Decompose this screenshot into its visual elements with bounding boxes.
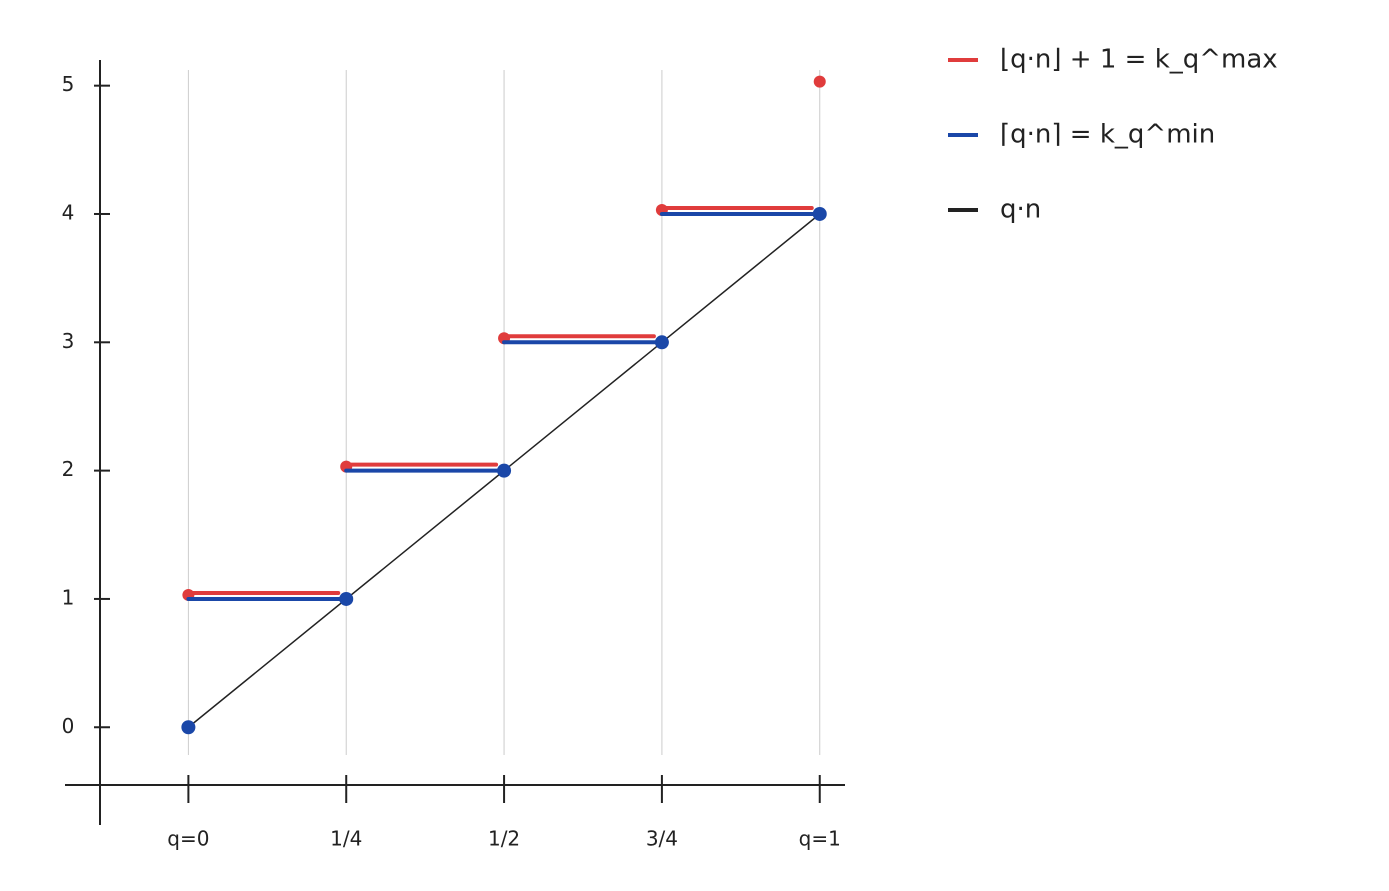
closed-dot [339, 591, 354, 606]
y-tick-label: 4 [62, 200, 75, 224]
closed-dot [181, 720, 196, 735]
x-tick-label: 1/4 [330, 827, 362, 851]
x-tick-label: q=0 [167, 827, 209, 851]
closed-dot [497, 463, 512, 478]
y-tick-label: 3 [62, 329, 75, 353]
closed-dot [812, 206, 827, 221]
y-tick-label: 0 [62, 714, 75, 738]
x-tick-label: 3/4 [646, 827, 678, 851]
y-tick-label: 5 [62, 72, 75, 96]
legend-label: ⌈q·n⌉ = k_q^min [1000, 120, 1215, 150]
y-tick-label: 2 [62, 457, 75, 481]
y-tick-label: 1 [62, 585, 75, 609]
legend-label: q·n [1000, 195, 1041, 225]
closed-dot [813, 75, 826, 88]
legend-label: ⌊q·n⌋ + 1 = k_q^max [1000, 45, 1278, 75]
x-tick-label: 1/2 [488, 827, 520, 851]
x-tick-label: q=1 [799, 827, 841, 851]
closed-dot [654, 335, 669, 350]
